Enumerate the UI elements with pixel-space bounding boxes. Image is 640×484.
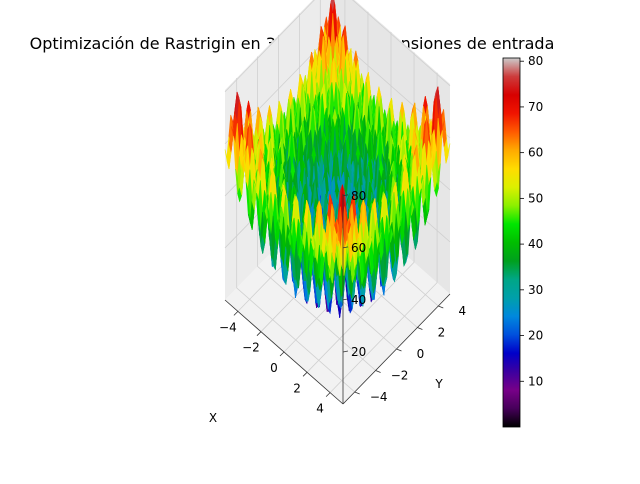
colorbar-tick-label: 40 <box>528 237 543 251</box>
y-tick-label: −4 <box>370 390 388 404</box>
y-tick-label: −2 <box>391 368 409 382</box>
y-tick-label: 4 <box>458 304 466 318</box>
x-tick-label: 0 <box>270 361 278 375</box>
x-tick-label: −4 <box>219 320 237 334</box>
z-tick-label: 40 <box>351 293 366 307</box>
x-tick-label: 2 <box>293 381 301 395</box>
x-tick-label: 4 <box>316 402 324 416</box>
y-tick-label: 2 <box>438 326 446 340</box>
colorbar-tick-label: 10 <box>528 374 543 388</box>
colorbar-tick-label: 60 <box>528 146 543 160</box>
y-tick-label: 0 <box>417 347 425 361</box>
z-tick-label: 80 <box>351 189 366 203</box>
colorbar-gradient <box>503 58 520 427</box>
colorbar-tick-label: 50 <box>528 191 543 205</box>
x-tick-label: −2 <box>242 341 260 355</box>
x-axis-label: X <box>209 411 217 425</box>
colorbar-tick-label: 70 <box>528 100 543 114</box>
colorbar-tick-label: 80 <box>528 54 543 68</box>
colorbar-tick-label: 30 <box>528 283 543 297</box>
colorbar-tick-label: 20 <box>528 329 543 343</box>
z-tick-label: 60 <box>351 241 366 255</box>
y-axis-label: Y <box>434 377 443 391</box>
z-tick-label: 20 <box>351 345 366 359</box>
